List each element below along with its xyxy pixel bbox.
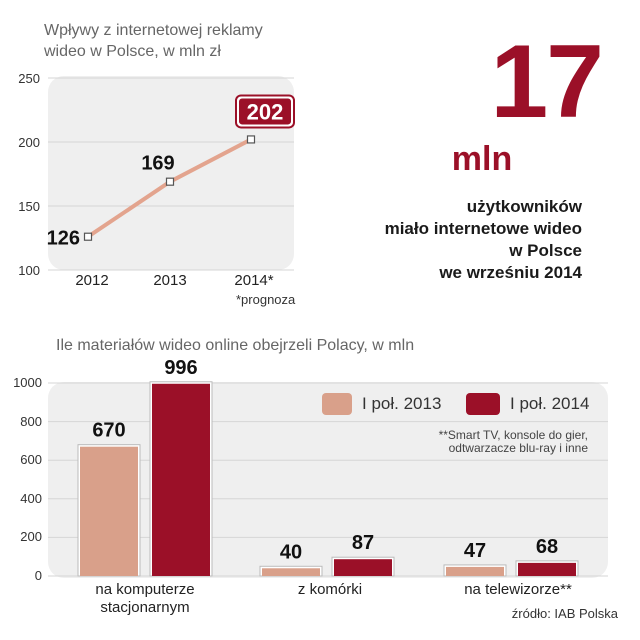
line-y-tick: 150 [18,199,40,214]
bar [80,446,138,576]
bar-y-tick: 400 [20,491,42,506]
line-value-label: 126 [47,228,80,250]
bar-category-line: na komputerze [95,581,195,598]
bar-chart-series: 670 40 47 996 87 68 [77,357,579,577]
bar-value-label: 47 [464,540,486,562]
line-highlight-box [239,98,291,125]
headline-line2: miało internetowe wideo [384,219,582,238]
headline-number: 17 [490,24,604,140]
line-point [246,135,256,144]
headline-unit: mln [451,140,513,178]
headline-text: użytkowników miało internetowe wideo w P… [320,196,582,284]
bar-y-tick: 1000 [13,375,42,390]
bar-category-line: stacjonarnym [100,599,190,616]
headline-line1: użytkowników [466,197,582,216]
bar [446,566,504,576]
bar-chart-title: Ile materiałów wideo online obejrzeli Po… [56,337,415,354]
legend-label-2013: I poł. 2013 [362,394,442,413]
line-y-tick: 100 [18,263,40,278]
line-y-tick: 250 [18,71,40,86]
headline-line3: w Polsce [509,241,582,260]
bar-chart-grid [48,382,608,577]
line-point [83,232,93,241]
bar-note-line2: odtwarzacze blu-ray i inne [448,441,588,455]
bar-y-tick: 800 [20,414,42,429]
line-chart-series: 126 169 202 [47,94,295,250]
bar-value-label: 996 [164,357,197,379]
bar-value-label: 670 [92,420,125,442]
bar-note: **Smart TV, konsole do gier, odtwarzacze… [360,429,588,455]
legend-swatch-2013 [322,393,352,415]
legend-swatch-2014 [466,393,500,415]
bar-category-label: na komputerze stacjonarnym [70,581,220,617]
line-point [165,177,175,186]
line-chart-title-line2: wideo w Polsce, w mln zł [44,43,221,60]
bar [518,562,576,576]
bar-value-label: 87 [352,532,374,554]
legend-label-2014: I poł. 2014 [510,394,590,413]
line-value-label: 169 [141,153,174,175]
bar [152,383,210,576]
line-y-tick: 200 [18,135,40,150]
headline-line4: we wrześniu 2014 [439,263,582,282]
line-chart-grid [48,77,294,271]
line-chart-title-line1: Wpływy z internetowej reklamy [44,22,263,39]
line-x-tick: 2012 [75,272,109,289]
bar [334,559,392,576]
bar-note-line1: **Smart TV, konsole do gier, [438,428,588,442]
line-footnote: *prognoza [236,292,296,307]
bar-y-tick: 0 [34,568,42,583]
line-x-tick: 2013 [153,272,187,289]
bar-value-label: 40 [280,541,302,563]
line-value-label: 202 [247,99,284,124]
bar-y-tick: 200 [20,529,42,544]
bar-category-label: z komórki [297,581,363,598]
bar-value-label: 68 [536,536,558,558]
source-label: źródło: IAB Polska [511,606,618,621]
bar-y-tick: 600 [20,452,42,467]
bar [262,568,320,576]
bar-category-label: na telewizorze** [464,581,572,598]
line-x-tick: 2014* [234,272,274,289]
line-chart-title: Wpływy z internetowej reklamy wideo w Po… [44,20,263,62]
